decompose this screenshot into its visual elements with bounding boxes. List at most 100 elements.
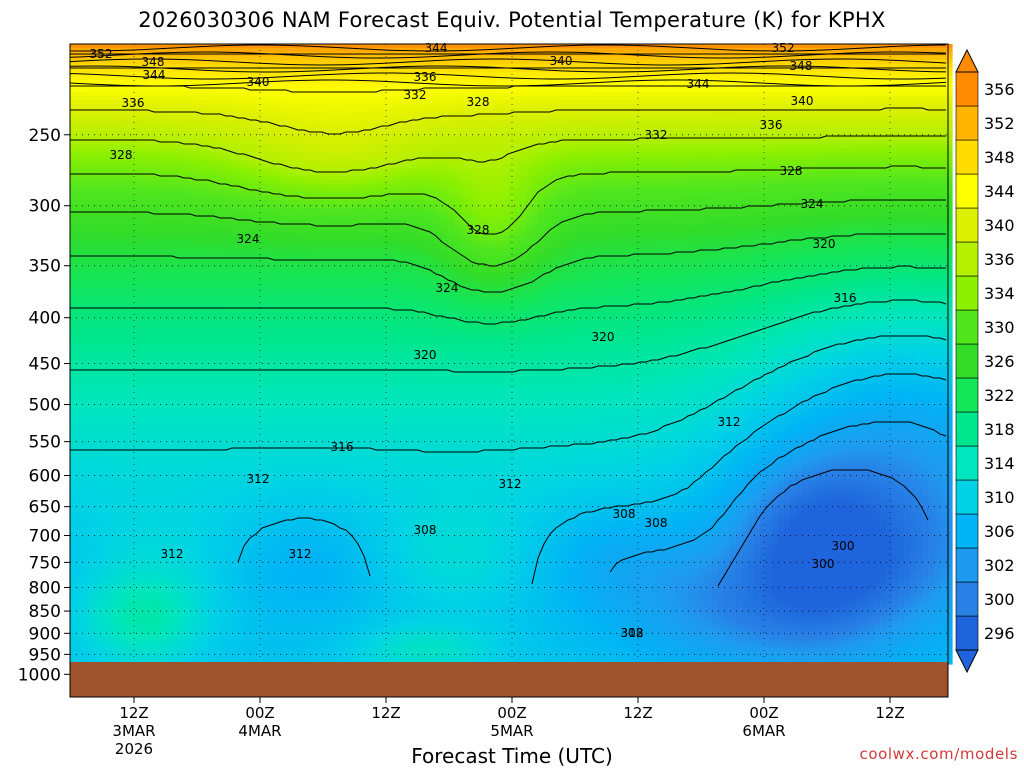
field-cell xyxy=(886,172,893,177)
field-cell xyxy=(328,48,335,53)
field-cell xyxy=(640,48,647,53)
field-cell xyxy=(112,72,119,77)
field-cell xyxy=(496,88,503,93)
field-cell xyxy=(664,64,671,69)
field-cell xyxy=(280,64,287,69)
field-cell xyxy=(820,152,827,157)
field-cell xyxy=(586,164,593,169)
field-cell xyxy=(772,76,779,81)
field-cell xyxy=(346,116,353,121)
field-cell xyxy=(250,44,257,49)
field-cell xyxy=(76,116,83,121)
field-cell xyxy=(574,68,581,73)
field-cell xyxy=(232,172,239,177)
field-cell xyxy=(460,116,467,121)
field-cell xyxy=(622,72,629,77)
field-cell xyxy=(376,68,383,73)
field-cell xyxy=(94,104,101,109)
field-cell xyxy=(652,68,659,73)
field-cell xyxy=(604,112,611,117)
field-cell xyxy=(364,112,371,117)
field-cell xyxy=(640,140,647,145)
field-cell xyxy=(616,88,623,93)
field-cell xyxy=(622,120,629,125)
field-cell xyxy=(154,92,161,97)
field-cell xyxy=(184,132,191,137)
field-cell xyxy=(394,156,401,161)
field-cell xyxy=(178,44,185,49)
field-cell xyxy=(124,56,131,61)
field-cell xyxy=(310,124,317,129)
field-cell xyxy=(190,116,197,121)
field-cell xyxy=(526,156,533,161)
field-cell xyxy=(634,128,641,133)
field-cell xyxy=(802,128,809,133)
field-cell xyxy=(808,116,815,121)
field-cell xyxy=(196,72,203,77)
field-cell xyxy=(898,124,905,129)
field-cell xyxy=(658,128,665,133)
field-cell xyxy=(418,160,425,165)
field-cell xyxy=(514,176,521,181)
field-cell xyxy=(100,56,107,61)
field-cell xyxy=(592,168,599,173)
field-cell xyxy=(118,60,125,65)
field-cell xyxy=(136,48,143,53)
field-cell xyxy=(856,72,863,77)
field-cell xyxy=(880,88,887,93)
field-cell xyxy=(898,100,905,105)
field-cell xyxy=(568,44,575,49)
field-cell xyxy=(742,124,749,129)
field-cell xyxy=(598,168,605,173)
field-cell xyxy=(724,88,731,93)
field-cell xyxy=(148,72,155,77)
field-cell xyxy=(550,128,557,133)
field-cell xyxy=(346,112,353,117)
field-cell xyxy=(190,104,197,109)
field-cell xyxy=(322,60,329,65)
field-cell xyxy=(688,112,695,117)
field-cell xyxy=(748,176,755,181)
field-cell xyxy=(148,160,155,165)
field-cell xyxy=(724,144,731,149)
field-cell xyxy=(136,96,143,101)
field-cell xyxy=(946,44,953,49)
field-cell xyxy=(400,76,407,81)
field-cell xyxy=(862,132,869,137)
field-cell xyxy=(154,60,161,65)
field-cell xyxy=(550,80,557,85)
field-cell xyxy=(418,44,425,49)
field-cell xyxy=(394,64,401,69)
field-cell xyxy=(214,48,221,53)
field-cell xyxy=(142,112,149,117)
field-cell xyxy=(148,68,155,73)
field-cell xyxy=(316,56,323,61)
field-cell xyxy=(886,112,893,117)
field-cell xyxy=(604,100,611,105)
field-cell xyxy=(886,48,893,53)
field-cell xyxy=(316,60,323,65)
field-cell xyxy=(640,164,647,169)
field-cell xyxy=(232,128,239,133)
field-cell xyxy=(748,56,755,61)
field-cell xyxy=(430,96,437,101)
field-cell xyxy=(346,48,353,53)
field-cell xyxy=(730,112,737,117)
field-cell xyxy=(538,136,545,141)
field-cell xyxy=(124,152,131,157)
field-cell xyxy=(802,92,809,97)
field-cell xyxy=(190,96,197,101)
field-cell xyxy=(430,68,437,73)
field-cell xyxy=(868,128,875,133)
field-cell xyxy=(892,152,899,157)
field-cell xyxy=(364,164,371,169)
field-cell xyxy=(226,108,233,113)
field-cell xyxy=(874,120,881,125)
field-cell xyxy=(868,176,875,181)
field-cell xyxy=(256,96,263,101)
field-cell xyxy=(250,64,257,69)
field-cell xyxy=(652,64,659,69)
field-cell xyxy=(520,164,527,169)
field-cell xyxy=(586,124,593,129)
field-cell xyxy=(166,172,173,177)
